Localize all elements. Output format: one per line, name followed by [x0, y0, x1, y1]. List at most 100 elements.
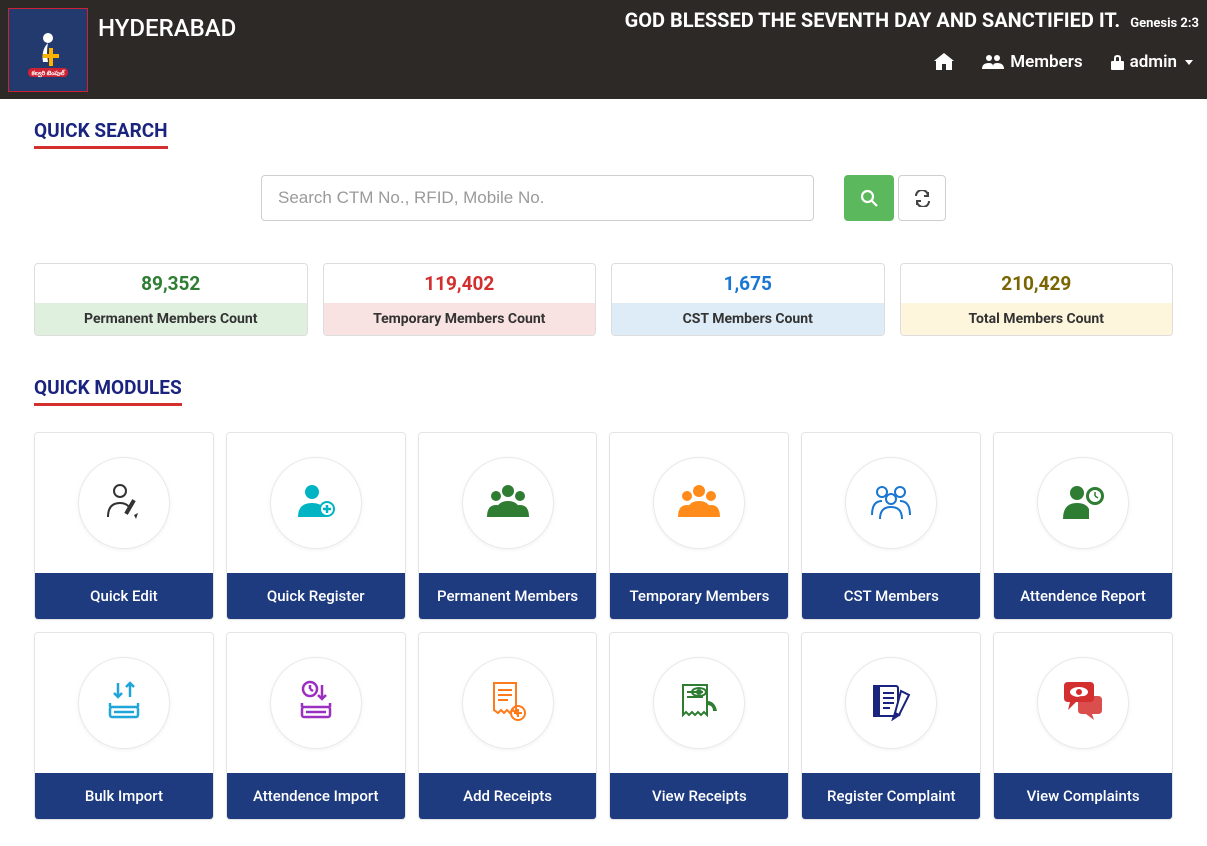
module-icon-area	[610, 433, 788, 573]
verse-reference: Genesis 2:3	[1130, 16, 1199, 31]
user-clock-icon	[1060, 481, 1106, 525]
svg-text:కల్వరి టెంపుల్: కల్వరి టెంపుల్	[30, 69, 66, 78]
nav-row: Members admin	[625, 32, 1199, 86]
stat-permanent-value: 89,352	[35, 264, 307, 303]
stat-permanent: 89,352 Permanent Members Count	[34, 263, 308, 336]
user-edit-icon	[102, 479, 146, 527]
module-icon-circle	[845, 457, 937, 549]
logo-icon: కల్వరి టెంపుల్	[23, 20, 73, 80]
module-icon-circle	[462, 657, 554, 749]
admin-nav[interactable]: admin	[1111, 52, 1193, 72]
stats-row: 89,352 Permanent Members Count 119,402 T…	[34, 263, 1173, 336]
logo[interactable]: కల్వరి టెంపుల్	[8, 8, 88, 92]
module-label: Register Complaint	[802, 773, 980, 819]
module-icon-circle	[653, 457, 745, 549]
receipt-add-icon	[488, 679, 528, 727]
stat-total-label: Total Members Count	[901, 303, 1173, 335]
module-icon-circle	[1037, 457, 1129, 549]
clock-import-icon	[294, 679, 338, 727]
header-top-row: కల్వరి టెంపుల్ HYDERABAD GOD BLESSED THE…	[8, 8, 1199, 92]
module-register-complaint[interactable]: Register Complaint	[801, 632, 981, 820]
lock-icon	[1111, 54, 1124, 70]
admin-label: admin	[1130, 52, 1177, 72]
module-icon-area	[994, 633, 1172, 773]
module-icon-area	[802, 433, 980, 573]
module-icon-circle	[270, 457, 362, 549]
module-icon-circle	[78, 457, 170, 549]
module-label: Permanent Members	[419, 573, 597, 619]
module-icon-area	[994, 433, 1172, 573]
home-icon	[934, 53, 954, 71]
module-label: Add Receipts	[419, 773, 597, 819]
receipt-view-icon	[677, 681, 721, 725]
module-label: Bulk Import	[35, 773, 213, 819]
stat-cst: 1,675 CST Members Count	[611, 263, 885, 336]
module-cst-members[interactable]: CST Members	[801, 432, 981, 620]
refresh-icon	[914, 190, 931, 207]
members-nav[interactable]: Members	[982, 52, 1082, 72]
module-attendence-import[interactable]: Attendence Import	[226, 632, 406, 820]
stat-permanent-label: Permanent Members Count	[35, 303, 307, 335]
stat-total: 210,429 Total Members Count	[900, 263, 1174, 336]
module-icon-area	[419, 433, 597, 573]
module-bulk-import[interactable]: Bulk Import	[34, 632, 214, 820]
module-view-receipts[interactable]: View Receipts	[609, 632, 789, 820]
verse-line: GOD BLESSED THE SEVENTH DAY AND SANCTIFI…	[625, 8, 1199, 32]
module-label: View Complaints	[994, 773, 1172, 819]
search-row	[34, 175, 1173, 221]
module-temporary-members[interactable]: Temporary Members	[609, 432, 789, 620]
write-icon	[869, 681, 913, 725]
stat-total-value: 210,429	[901, 264, 1173, 303]
module-label: Temporary Members	[610, 573, 788, 619]
verse-text: GOD BLESSED THE SEVENTH DAY AND SANCTIFI…	[625, 8, 1121, 32]
group-icon	[868, 481, 914, 525]
search-icon	[860, 189, 878, 207]
module-label: CST Members	[802, 573, 980, 619]
users-icon	[676, 481, 722, 525]
module-attendence-report[interactable]: Attendence Report	[993, 432, 1173, 620]
module-label: Quick Edit	[35, 573, 213, 619]
module-icon-area	[419, 633, 597, 773]
chevron-down-icon	[1185, 60, 1193, 65]
module-label: View Receipts	[610, 773, 788, 819]
module-icon-area	[35, 633, 213, 773]
module-icon-circle	[462, 457, 554, 549]
stat-temporary-value: 119,402	[324, 264, 596, 303]
module-label: Quick Register	[227, 573, 405, 619]
modules-grid: Quick Edit Quick Register Permanent Memb…	[34, 432, 1173, 820]
module-view-complaints[interactable]: View Complaints	[993, 632, 1173, 820]
members-label: Members	[1010, 52, 1082, 72]
content: QUICK SEARCH 89,352 Permanent Members Co…	[0, 99, 1207, 840]
stat-temporary-label: Temporary Members Count	[324, 303, 596, 335]
users-icon	[485, 481, 531, 525]
module-icon-area	[227, 433, 405, 573]
search-button[interactable]	[844, 175, 894, 221]
search-input[interactable]	[261, 175, 814, 221]
reset-button[interactable]	[898, 175, 946, 221]
user-plus-icon	[294, 479, 338, 527]
module-icon-circle	[653, 657, 745, 749]
home-nav[interactable]	[934, 53, 954, 71]
stat-cst-label: CST Members Count	[612, 303, 884, 335]
module-icon-area	[802, 633, 980, 773]
view-chat-icon	[1060, 682, 1106, 724]
module-icon-area	[35, 433, 213, 573]
module-icon-circle	[1037, 657, 1129, 749]
stat-cst-value: 1,675	[612, 264, 884, 303]
header-right: GOD BLESSED THE SEVENTH DAY AND SANCTIFI…	[625, 8, 1199, 86]
module-icon-area	[610, 633, 788, 773]
module-quick-register[interactable]: Quick Register	[226, 432, 406, 620]
location-title: HYDERABAD	[98, 8, 236, 42]
module-permanent-members[interactable]: Permanent Members	[418, 432, 598, 620]
module-icon-circle	[270, 657, 362, 749]
module-icon-circle	[845, 657, 937, 749]
search-button-group	[844, 175, 946, 221]
quick-search-title: QUICK SEARCH	[34, 119, 168, 149]
quick-modules-title: QUICK MODULES	[34, 376, 182, 406]
users-icon	[982, 54, 1004, 70]
header: కల్వరి టెంపుల్ HYDERABAD GOD BLESSED THE…	[0, 0, 1207, 99]
module-label: Attendence Report	[994, 573, 1172, 619]
module-quick-edit[interactable]: Quick Edit	[34, 432, 214, 620]
module-add-receipts[interactable]: Add Receipts	[418, 632, 598, 820]
module-icon-area	[227, 633, 405, 773]
